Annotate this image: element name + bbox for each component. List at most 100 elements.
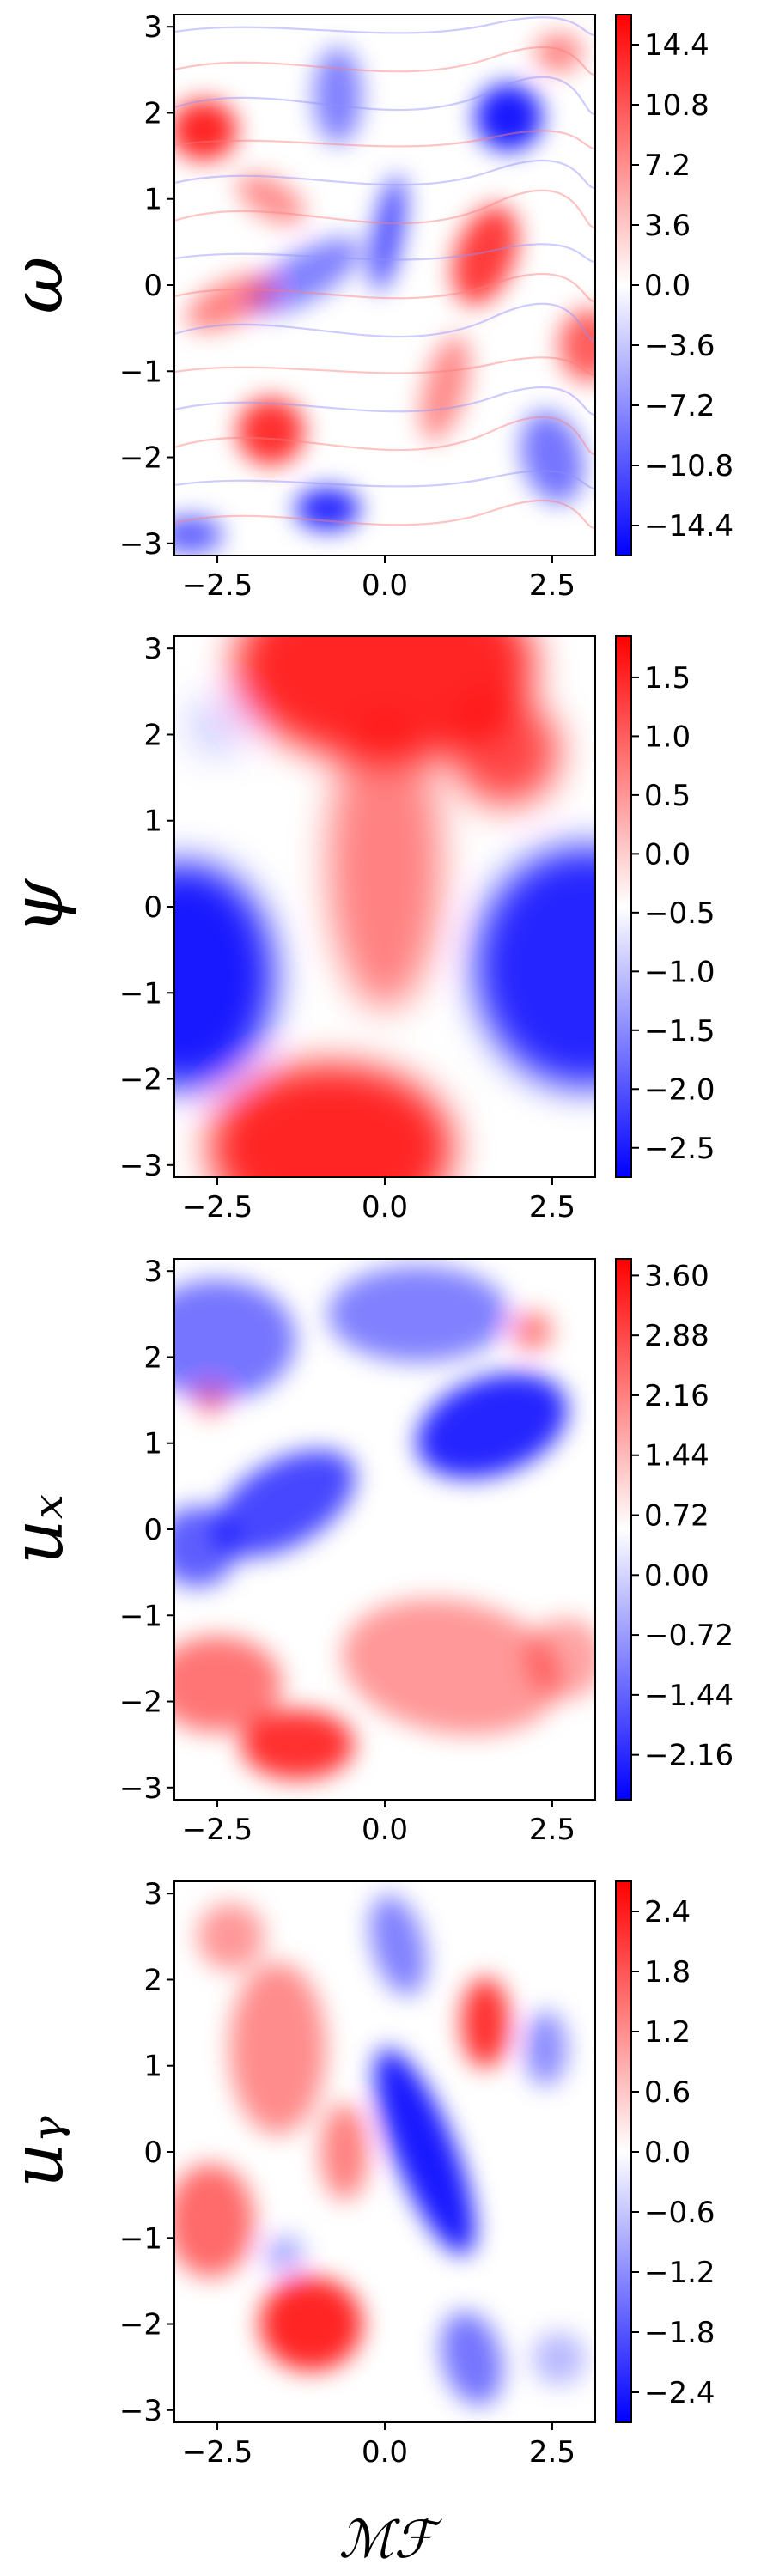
heatmap-blob	[520, 411, 584, 504]
heatmap-blob	[237, 398, 305, 465]
y-tick-label: 2	[143, 1340, 162, 1375]
filament	[174, 470, 595, 489]
filament	[174, 243, 595, 263]
panel-2: −2.5 0.0 2.5 −3 −2 −1 0 1 2 3 ψ 1.5 1.0 0.5 0.0 −0.5 −1.…	[0, 632, 715, 1224]
heatmap-blob	[460, 1977, 510, 2069]
heatmap-blob	[174, 100, 238, 161]
y-axis-label: ψ	[0, 878, 79, 934]
colorbar-tick-label: 1.5	[644, 661, 691, 696]
colorbar	[615, 635, 632, 1178]
filament	[174, 16, 595, 36]
y-tick-label: −2	[119, 1063, 162, 1097]
colorbar-tick-label: 10.8	[644, 88, 709, 123]
colorbar	[615, 1880, 632, 2423]
panel-3: −2.5 0.0 2.5 −3 −2 −1 0 1 2 3 uₓ 3.60 2.88 2.16 1.44 0.…	[0, 1255, 733, 1847]
heatmap-blob	[451, 698, 559, 805]
heatmap-blob	[174, 1506, 238, 1587]
y-axis-label: uᵧ	[0, 2116, 79, 2188]
filament	[174, 272, 595, 302]
colorbar-tick-label: −7.2	[644, 389, 715, 423]
x-tick-label: 2.5	[529, 1813, 575, 1847]
filament	[174, 130, 595, 149]
heatmap-blob	[313, 47, 362, 144]
vorticity-filaments	[174, 16, 595, 529]
colorbar-tick-label: −0.72	[644, 1619, 733, 1653]
heatmap-blob	[174, 862, 275, 1089]
colorbar-tick-label: −2.4	[644, 2376, 715, 2410]
heatmap-blob	[475, 846, 595, 1088]
y-tick-label: −3	[119, 2394, 162, 2428]
heatmap-blob	[174, 1636, 282, 1733]
x-tick-label: 0.0	[362, 1190, 408, 1224]
colorbar	[615, 14, 632, 556]
heatmap-blob	[197, 1903, 265, 1971]
heatmap-blob	[174, 515, 223, 554]
heatmap-blob	[342, 1599, 562, 1735]
x-tick-label: −2.5	[182, 2435, 253, 2470]
y-tick-label: −1	[119, 1599, 162, 1633]
colorbar-tick-label: 0.00	[644, 1558, 709, 1593]
y-tick-label: 2	[143, 1963, 162, 1997]
heatmap-field	[174, 16, 595, 554]
colorbar-tick-label: 0.6	[644, 2075, 691, 2110]
y-tick-label: 3	[143, 632, 162, 666]
heatmap-field	[174, 636, 595, 1177]
heatmap-blob	[193, 1383, 228, 1418]
colorbar-tick-label: −1.0	[644, 955, 715, 989]
heatmap-blob	[441, 2312, 503, 2406]
colorbar-tick-label: −2.16	[644, 1739, 733, 1773]
heatmap-blob	[475, 83, 543, 151]
colorbar-tick-label: −14.4	[644, 509, 733, 544]
colorbar-tick-label: 0.72	[644, 1499, 709, 1534]
colorbar-tick-label: 0.5	[644, 779, 691, 813]
colorbar-tick-label: 1.0	[644, 720, 691, 754]
heatmap-blob	[174, 2164, 254, 2278]
filament	[174, 76, 595, 115]
colorbar-tick-label: −1.5	[644, 1014, 715, 1048]
y-tick-label: −2	[119, 1686, 162, 1720]
heatmap-blob	[229, 1962, 326, 2135]
heatmap-blob	[512, 1310, 552, 1352]
y-tick-label: 0	[143, 890, 162, 925]
x-axis-label: ℳℱ	[338, 2510, 442, 2570]
panels: −2.5 0.0 2.5 −3 −2 −1 0 1 2 3 ω 14.4 10.8 7.2 3.6 0.0 −3…	[0, 10, 733, 2470]
x-tick-label: 0.0	[362, 568, 408, 603]
heatmap-field	[174, 1894, 586, 2406]
heatmap-blob	[525, 1618, 595, 1699]
colorbar-tick-label: 14.4	[644, 28, 709, 63]
filament	[174, 159, 595, 189]
filament	[174, 416, 595, 455]
colorbar-tick-label: −1.44	[644, 1679, 733, 1713]
colorbar-tick-label: 3.6	[644, 209, 691, 243]
y-tick-label: −3	[119, 1149, 162, 1183]
colorbar-tick-label: −0.5	[644, 896, 715, 931]
filament	[174, 499, 595, 529]
colorbar-tick-label: 7.2	[644, 149, 691, 183]
heatmap-blob	[416, 1373, 568, 1479]
colorbar-tick-label: −10.8	[644, 449, 733, 483]
y-tick-label: 3	[143, 1255, 162, 1289]
colorbar-tick-label: −0.6	[644, 2196, 715, 2230]
y-axis-label: ω	[0, 257, 79, 314]
heatmap-field	[174, 1266, 595, 1780]
colorbar-tick-label: −1.2	[644, 2256, 715, 2290]
filament	[174, 189, 595, 228]
filament	[174, 46, 595, 76]
x-tick-label: −2.5	[182, 1190, 253, 1224]
y-tick-label: 0	[143, 1513, 162, 1547]
heatmap-blob	[327, 1266, 509, 1363]
heatmap-blob	[320, 2103, 369, 2201]
heatmap-blob	[558, 309, 595, 382]
y-tick-label: −1	[119, 976, 162, 1011]
heatmap-blob	[264, 2234, 305, 2275]
x-tick-label: −2.5	[182, 568, 253, 603]
heatmap-blob	[370, 175, 405, 292]
heatmap-blob	[237, 173, 305, 224]
heatmap-blob	[328, 719, 441, 1009]
filament	[174, 302, 595, 342]
heatmap-blob	[524, 2011, 568, 2087]
y-tick-label: −3	[119, 1771, 162, 1806]
y-tick-label: −2	[119, 441, 162, 476]
filament	[174, 356, 595, 376]
